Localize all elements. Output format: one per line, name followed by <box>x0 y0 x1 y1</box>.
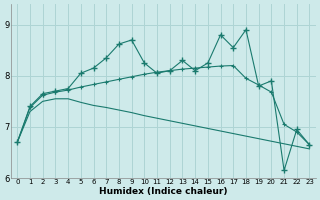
X-axis label: Humidex (Indice chaleur): Humidex (Indice chaleur) <box>99 187 228 196</box>
